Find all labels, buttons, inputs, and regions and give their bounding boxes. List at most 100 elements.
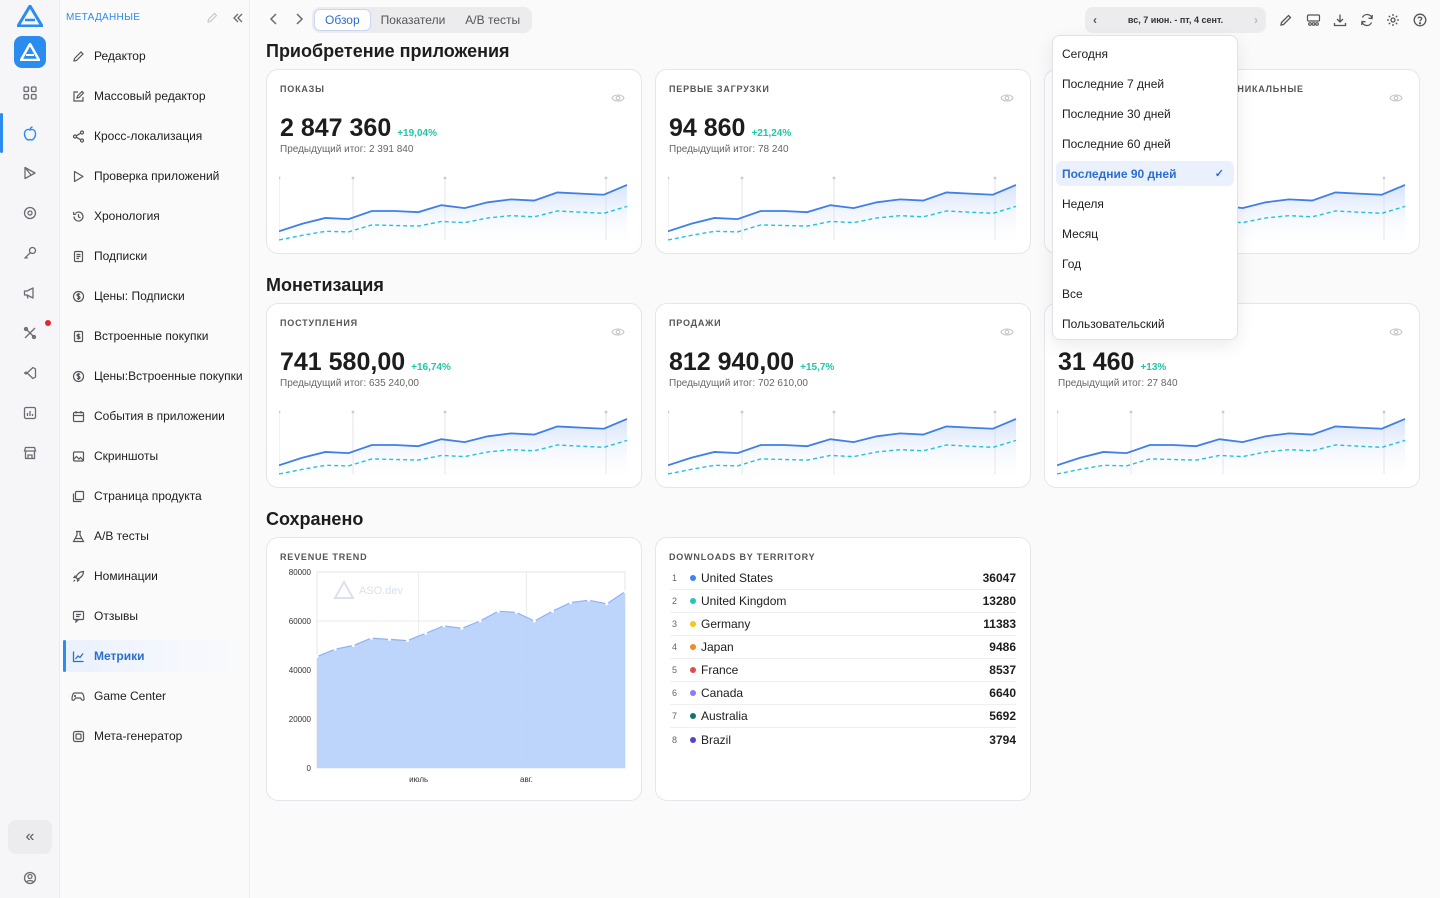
target-icon[interactable]: [18, 201, 42, 225]
sidebar-item-subscription-prices[interactable]: Цены: Подписки: [64, 280, 244, 312]
dropdown-option-last-60-days[interactable]: Последние 60 дней: [1062, 136, 1171, 151]
megaphone-icon[interactable]: [18, 281, 42, 305]
app-icon[interactable]: [14, 36, 46, 68]
key-icon[interactable]: [18, 241, 42, 265]
tab-overview[interactable]: Обзор: [314, 9, 371, 31]
sidebar-item-meta-generator[interactable]: Мета-генератор: [64, 720, 244, 752]
territory-row[interactable]: 6 Canada 6640: [670, 682, 1016, 705]
store-icon[interactable]: [18, 441, 42, 465]
tab-indicators[interactable]: Показатели: [380, 13, 446, 27]
rocket-icon: [70, 568, 86, 584]
metric-card-first-downloads[interactable]: ПЕРВЫЕ ЗАГРУЗКИ 94 860 +21,24% Предыдущий…: [655, 69, 1031, 254]
checkmark-icon: ✓: [1214, 168, 1224, 180]
eye-icon[interactable]: [1389, 324, 1403, 342]
collapse-rail-button[interactable]: «: [8, 820, 52, 854]
dropdown-option-custom[interactable]: Пользовательский: [1062, 316, 1165, 331]
sidebar-item-game-center[interactable]: Game Center: [64, 680, 244, 712]
dropdown-option-year[interactable]: Год: [1062, 256, 1082, 271]
territory-row[interactable]: 4 Japan 9486: [670, 636, 1016, 659]
metric-card-proceeds[interactable]: ПОСТУПЛЕНИЯ 741 580,00 +16,74% Предыдущий…: [266, 303, 642, 488]
double-chevron-left-icon[interactable]: [232, 11, 244, 29]
share-icon: [70, 128, 86, 144]
eye-icon[interactable]: [611, 324, 625, 342]
sidebar-item-cross-localization[interactable]: Кросс-локализация: [64, 120, 244, 152]
pencil-icon[interactable]: [206, 11, 218, 29]
user-circle-icon[interactable]: [18, 866, 42, 890]
report-icon[interactable]: [18, 401, 42, 425]
back-arrow-icon[interactable]: [266, 11, 282, 27]
gridline-dot: [279, 176, 281, 180]
dropdown-option-last-90-days[interactable]: Последние 90 дней ✓: [1056, 161, 1234, 186]
chevron-right-icon[interactable]: ›: [1254, 13, 1258, 27]
apple-icon[interactable]: [0, 113, 42, 153]
vscode-icon[interactable]: [18, 361, 42, 385]
eye-icon[interactable]: [611, 90, 625, 108]
sidebar-item-bulk-editor[interactable]: Массовый редактор: [64, 80, 244, 112]
sidebar-item-screenshots[interactable]: Скриншоты: [64, 440, 244, 472]
territory-row[interactable]: 8 Brazil 3794: [670, 728, 1016, 751]
eye-icon[interactable]: [1000, 324, 1014, 342]
metric-card-impressions[interactable]: ПОКАЗЫ 2 847 360 +19,04% Предыдущий итог:…: [266, 69, 642, 254]
card-label: DOWNLOADS BY TERRITORY: [669, 552, 816, 562]
dropdown-option-today[interactable]: Сегодня: [1062, 46, 1108, 61]
compare-icon[interactable]: [1305, 12, 1321, 28]
sidebar-item-nominations[interactable]: Номинации: [64, 560, 244, 592]
chevron-left-icon[interactable]: ‹: [1093, 13, 1097, 27]
watermark: ASO.dev: [333, 579, 404, 599]
play-store-icon[interactable]: [18, 161, 42, 185]
download-icon[interactable]: [1332, 12, 1348, 28]
sidebar-item-history[interactable]: Хронология: [64, 200, 244, 232]
revenue-point: [496, 609, 500, 613]
refresh-icon[interactable]: [1359, 12, 1375, 28]
sidebar-item-iap-prices[interactable]: Цены:Встроенные покупки: [64, 360, 244, 392]
aso-logo-icon[interactable]: [17, 5, 43, 27]
sparkline-previous: [668, 439, 1017, 475]
dropdown-option-week[interactable]: Неделя: [1062, 196, 1104, 211]
chart-icon: [70, 648, 86, 664]
dropdown-option-last-7-days[interactable]: Последние 7 дней: [1062, 76, 1165, 91]
sidebar-item-metrics[interactable]: Метрики: [63, 640, 244, 672]
apps-grid-icon[interactable]: [18, 81, 42, 105]
dropdown-option-last-30-days[interactable]: Последние 30 дней: [1062, 106, 1171, 121]
sidebar-item-app-review[interactable]: Проверка приложений: [64, 160, 244, 192]
territory-value: 8537: [989, 663, 1016, 677]
eye-icon[interactable]: [1000, 90, 1014, 108]
edit-icon[interactable]: [1278, 12, 1294, 28]
sidebar-item-in-app-purchases[interactable]: Встроенные покупки: [64, 320, 244, 352]
revenue-trend-card[interactable]: REVENUE TREND 80000 60000 40000 20000 0 июль а…: [266, 537, 642, 801]
notification-dot: [45, 320, 51, 326]
sidebar-item-product-page[interactable]: Страница продукта: [64, 480, 244, 512]
sidebar-item-reviews[interactable]: Отзывы: [64, 600, 244, 632]
sparkline-area: [668, 184, 1016, 250]
metric-card-sales[interactable]: ПРОДАЖИ 812 940,00 +15,7% Предыдущий итог…: [655, 303, 1031, 488]
eye-icon[interactable]: [1389, 90, 1403, 108]
pencil-icon: [70, 48, 86, 64]
territory-rank: 7: [672, 711, 678, 721]
sidebar-item-editor[interactable]: Редактор: [64, 40, 244, 72]
territory-value: 13280: [982, 594, 1016, 608]
sparkline-previous: [1057, 439, 1406, 475]
date-range-picker[interactable]: ‹ вс, 7 июн. - пт, 4 сент. ›: [1085, 7, 1266, 33]
tools-icon[interactable]: [18, 321, 42, 345]
tab-ab-tests[interactable]: A/B тесты: [465, 13, 521, 27]
territory-row[interactable]: 7 Australia 5692: [670, 705, 1016, 728]
forward-arrow-icon[interactable]: [291, 11, 307, 27]
territory-value: 6640: [989, 686, 1016, 700]
dropdown-option-all[interactable]: Все: [1062, 286, 1083, 301]
metric-previous: Предыдущий итог: 635 240,00: [280, 378, 419, 389]
sidebar-item-in-app-events[interactable]: События в приложении: [64, 400, 244, 432]
sidebar-item-subscriptions[interactable]: Подписки: [64, 240, 244, 272]
territory-row[interactable]: 1 United States 36047: [670, 567, 1016, 590]
sidebar-item-ab-tests[interactable]: A/B тесты: [64, 520, 244, 552]
sidebar-item-label: Массовый редактор: [94, 89, 206, 103]
territory-row[interactable]: 2 United Kingdom 13280: [670, 590, 1016, 613]
gridline-dot: [832, 410, 836, 414]
gear-icon[interactable]: [1385, 12, 1401, 28]
dropdown-option-month[interactable]: Месяц: [1062, 226, 1099, 241]
help-icon[interactable]: [1412, 12, 1428, 28]
section-title-acquisition: Приобретение приложения: [266, 41, 510, 61]
territory-row[interactable]: 3 Germany 11383: [670, 613, 1016, 636]
downloads-by-territory-card[interactable]: DOWNLOADS BY TERRITORY 1 United States 360…: [655, 537, 1031, 801]
card-label: ПЕРВЫЕ ЗАГРУЗКИ: [669, 84, 770, 94]
territory-row[interactable]: 5 France 8537: [670, 659, 1016, 682]
